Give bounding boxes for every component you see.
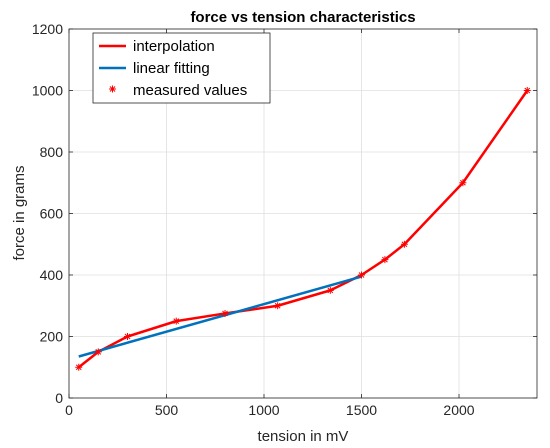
legend-label-linear-fitting: linear fitting xyxy=(133,60,210,77)
legend-star-marker xyxy=(109,85,116,93)
data-point-measured-values xyxy=(358,271,365,279)
y-tick-label: 200 xyxy=(40,329,64,345)
legend: interpolation linear fitting measured va… xyxy=(92,32,271,104)
y-tick-label: 1000 xyxy=(32,83,63,99)
data-point-measured-values xyxy=(94,348,102,356)
legend-marker-measured-values xyxy=(109,85,116,93)
x-axis-label: tension in mV xyxy=(258,428,349,445)
data-point-measured-values xyxy=(459,179,467,187)
data-point-measured-values xyxy=(326,286,334,294)
data-point-measured-values xyxy=(124,333,131,340)
y-tick-label: 600 xyxy=(40,206,64,222)
y-tick-label: 0 xyxy=(55,390,63,406)
data-point-measured-values xyxy=(523,87,531,94)
axis-ticks: 0 500 1000 1500 2000 0 200 400 600 800 1000 1200 xyxy=(32,21,537,418)
y-tick-label: 800 xyxy=(40,144,64,160)
x-tick-label: 500 xyxy=(155,402,179,418)
y-tick-label: 1200 xyxy=(32,21,63,37)
x-tick-label: 0 xyxy=(65,402,73,418)
legend-label-interpolation: interpolation xyxy=(133,38,215,55)
series-line-interpolation xyxy=(77,89,529,369)
data-point-measured-values xyxy=(172,317,180,325)
data-point-measured-values xyxy=(400,240,408,248)
series-layer xyxy=(75,87,531,371)
data-point-measured-values xyxy=(221,309,229,317)
data-point-measured-values xyxy=(274,302,282,310)
legend-label-measured-values: measured values xyxy=(133,82,247,99)
series-line-linear-fitting xyxy=(78,275,362,358)
data-point-measured-values xyxy=(381,256,389,264)
y-tick-label: 400 xyxy=(40,267,64,283)
x-tick-label: 2000 xyxy=(443,402,474,418)
data-point-measured-values xyxy=(75,363,83,371)
chart-title: force vs tension characteristics xyxy=(190,9,415,26)
x-tick-label: 1000 xyxy=(248,402,279,418)
y-axis-label: force in grams xyxy=(11,165,28,260)
x-tick-label: 1500 xyxy=(346,402,377,418)
